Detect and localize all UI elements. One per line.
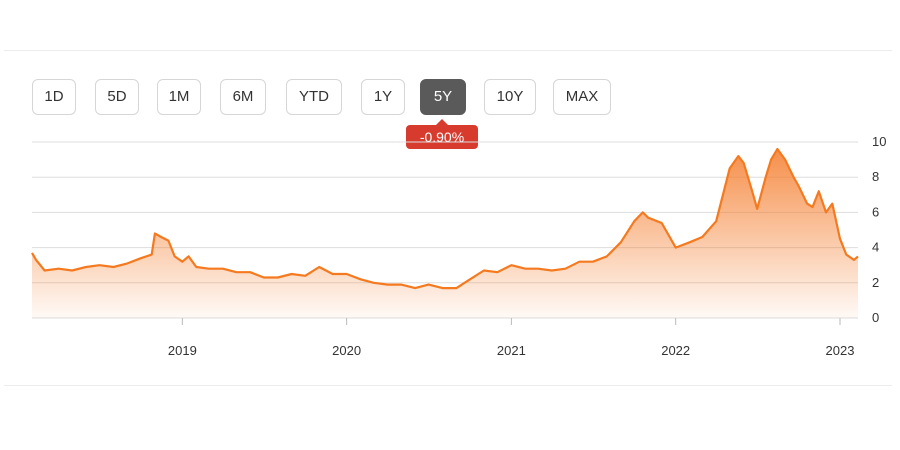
x-tick-label: 2022 — [661, 343, 690, 358]
range-button-1m[interactable]: 1M — [157, 79, 201, 115]
top-divider — [4, 50, 892, 51]
range-button-1d[interactable]: 1D — [32, 79, 76, 115]
y-tick-label: 4 — [872, 240, 879, 255]
range-button-5d[interactable]: 5D — [95, 79, 139, 115]
x-tick-label: 2023 — [826, 343, 855, 358]
chart-area-fill — [32, 149, 858, 318]
range-button-ytd[interactable]: YTD — [286, 79, 342, 115]
range-button-max[interactable]: MAX — [553, 79, 611, 115]
range-button-1y[interactable]: 1Y — [361, 79, 405, 115]
chart-series-line — [31, 147, 859, 290]
range-button-5y[interactable]: 5Y — [420, 79, 466, 115]
y-tick-label: 6 — [872, 204, 879, 219]
y-tick-label: 2 — [872, 275, 879, 290]
y-tick-label: 8 — [872, 169, 879, 184]
change-percent-badge: -0.90% — [406, 119, 478, 149]
y-tick-label: 0 — [872, 310, 879, 325]
x-tick-label: 2020 — [332, 343, 361, 358]
x-tick-label: 2019 — [168, 343, 197, 358]
range-button-10y[interactable]: 10Y — [484, 79, 536, 115]
x-tick-label: 2021 — [497, 343, 526, 358]
bottom-divider — [4, 385, 892, 386]
y-tick-label: 10 — [872, 134, 886, 149]
range-button-6m[interactable]: 6M — [220, 79, 266, 115]
